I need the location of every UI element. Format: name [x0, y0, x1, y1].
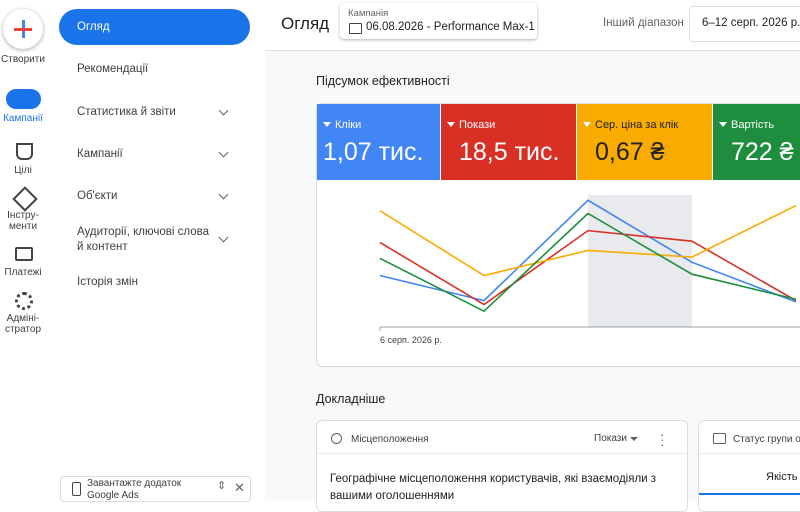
nav-item[interactable]: Об'єкти	[77, 190, 118, 202]
metric-value: 1,07 тис.	[323, 138, 424, 166]
details-card: Місцеположення Покази · · · Географічне мі…	[316, 420, 688, 512]
nav-panel	[50, 0, 265, 500]
banner-text: Завантажте додаток Google Ads	[87, 478, 182, 501]
page-title: Огляд	[281, 14, 330, 33]
card-text: Географічне місцеположення користувачів,…	[330, 473, 657, 502]
series-line	[379, 229, 797, 306]
rail-item[interactable]: Кампанії	[3, 113, 43, 124]
picker-label: Кампанія	[348, 8, 389, 19]
card-tab[interactable]: Якість	[766, 471, 798, 483]
details-card: Статус групи об Якість	[698, 420, 800, 512]
rail-item[interactable]: Цілі	[14, 165, 32, 176]
series-line	[379, 199, 797, 303]
chart: 6 серп. 2026 р.	[379, 195, 800, 345]
nav-active[interactable]	[59, 9, 250, 45]
create-button[interactable]	[3, 9, 43, 49]
range-label: Інший діапазон	[603, 17, 684, 29]
metric-name: Вартість	[718, 119, 775, 131]
metric-name: Покази	[446, 119, 496, 131]
series-line	[379, 204, 797, 277]
rail-item[interactable]: Адміні- стратор	[4, 313, 42, 335]
nav-item[interactable]: Рекомендації	[77, 63, 149, 75]
date-range-text: 6–12 серп. 2026 р.	[702, 17, 800, 29]
nav-item[interactable]: Огляд	[77, 21, 110, 33]
rail-icon	[15, 292, 33, 310]
metric-name: Сер. ціна за клік	[582, 119, 679, 131]
nav-item[interactable]: Історія змін	[77, 276, 138, 288]
rail-icon	[15, 247, 33, 261]
rail	[0, 0, 50, 500]
rail-icon	[6, 89, 41, 109]
metric-tile[interactable]: Кліки 1,07 тис.	[317, 104, 440, 180]
card-title: Місцеположення	[351, 434, 429, 445]
metric-value: 0,67 ₴	[595, 138, 665, 166]
metric-value: 18,5 тис.	[459, 138, 560, 166]
app-banner[interactable]: Завантажте додаток Google Ads ⇕ ✕	[60, 476, 251, 502]
nav-item[interactable]: Кампанії	[77, 148, 123, 160]
highlight	[588, 195, 692, 327]
card-title: Статус групи об	[733, 434, 800, 445]
metric-tile[interactable]: Сер. ціна за клік 0,67 ₴	[577, 104, 712, 180]
rail-label: Створити	[1, 54, 45, 65]
campaign-name: 06.08.2026 - Performance Max-1	[366, 21, 535, 33]
nav-item[interactable]: Статистика й звіти	[77, 106, 176, 118]
rail-item[interactable]: Платежі	[4, 267, 42, 278]
section-title: Підсумок ефективності	[316, 74, 450, 88]
metric-tile[interactable]: Вартість 722 ₴	[713, 104, 800, 180]
rail-item[interactable]: Інстру- менти	[7, 210, 39, 232]
x-axis-label: 6 серп. 2026 р.	[380, 335, 442, 345]
metric-tile[interactable]: Покази 18,5 тис.	[441, 104, 576, 180]
metric-select[interactable]: Покази	[594, 433, 627, 444]
section-title: Докладніше	[316, 392, 386, 406]
rail-icon	[16, 143, 33, 160]
metric-value: 722 ₴	[731, 138, 794, 166]
campaign-picker[interactable]: Кампанія 06.08.2026 - Performance Max-1	[340, 3, 537, 39]
series-line	[379, 212, 797, 313]
metric-name: Кліки	[322, 119, 362, 131]
nav-item[interactable]: Аудиторії, ключові слова й контент	[77, 226, 209, 253]
date-range[interactable]: 6–12 серп. 2026 р.	[689, 6, 800, 42]
